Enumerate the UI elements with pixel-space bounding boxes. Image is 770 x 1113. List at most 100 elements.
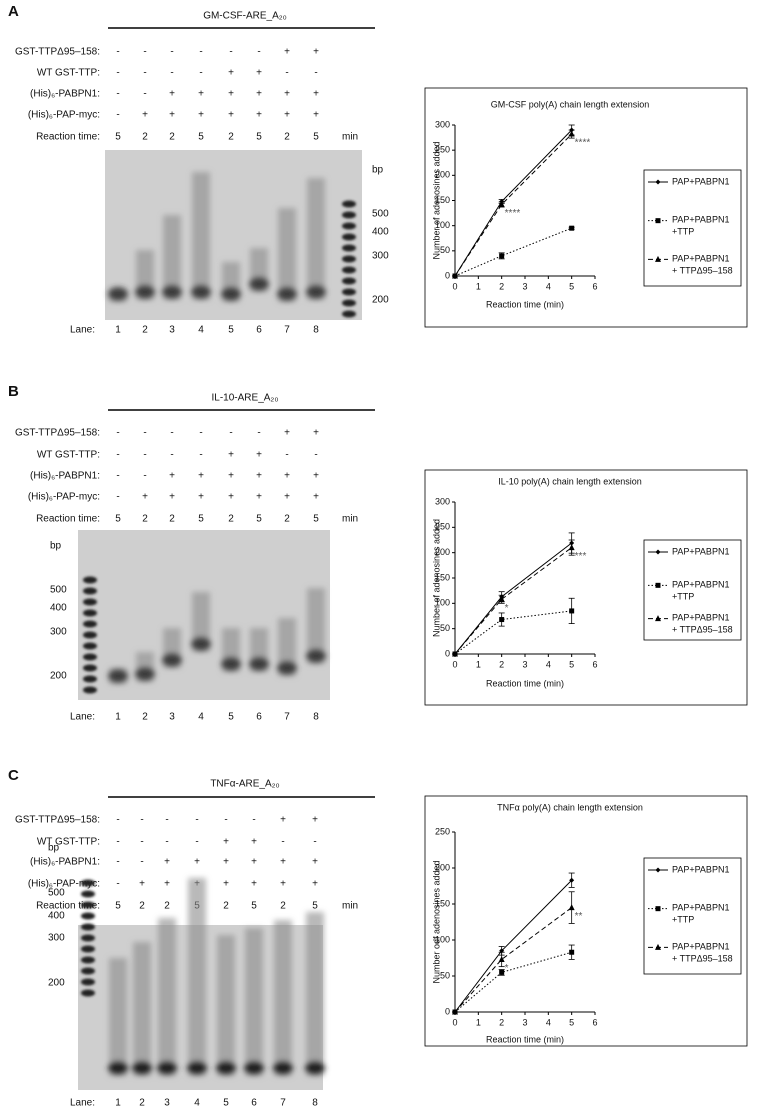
condition-cell: -: [116, 68, 119, 79]
y-axis-title: Number odf adenosines added: [431, 860, 441, 983]
x-tick-label: 3: [522, 659, 527, 669]
ladder-band: [83, 675, 97, 683]
lane-number: 4: [198, 325, 204, 336]
lane-number: 1: [115, 1098, 121, 1109]
condition-cell: -: [170, 68, 173, 79]
lane-number: 8: [313, 712, 319, 723]
time-label: Reaction time:: [36, 132, 100, 143]
x-tick-label: 4: [546, 281, 551, 291]
ladder-band: [81, 890, 95, 898]
gel-band: [249, 277, 269, 291]
gel-smear: [307, 178, 325, 300]
ladder-band: [81, 978, 95, 986]
time-value: 5: [198, 514, 204, 525]
x-tick-label: 0: [452, 281, 457, 291]
significance-label: *: [505, 963, 509, 974]
series-line: [454, 907, 572, 1013]
lane-number: 2: [139, 1098, 145, 1109]
x-tick-label: 4: [546, 659, 551, 669]
condition-cell: +: [284, 110, 290, 121]
chart: TNFα poly(A) chain length extension05010…: [424, 795, 748, 1047]
marker-label: 300: [48, 933, 65, 944]
bp-label: bp: [372, 165, 384, 176]
y-tick-label: 250: [435, 522, 450, 532]
condition-cell: +: [142, 110, 148, 121]
gel-smear: [163, 215, 181, 300]
condition-cell: +: [251, 857, 257, 868]
condition-cell: -: [143, 428, 146, 439]
condition-cell: -: [285, 450, 288, 461]
series-line: [454, 129, 573, 277]
condition-cell: -: [170, 47, 173, 58]
ladder-band: [342, 211, 356, 219]
condition-cell: +: [256, 471, 262, 482]
condition-cell: +: [228, 89, 234, 100]
legend-frame: [643, 857, 742, 975]
lane-number: 1: [115, 325, 121, 336]
condition-cell: +: [313, 110, 319, 121]
ladder-band: [83, 642, 97, 650]
marker-label: 400: [372, 227, 389, 238]
point: [452, 1008, 458, 1015]
time-value: 5: [312, 901, 318, 912]
series-line: [454, 547, 572, 655]
series-line: [454, 542, 572, 655]
panel-label: C: [8, 767, 19, 784]
ladder-band: [342, 233, 356, 241]
legend-frame: [643, 169, 742, 287]
condition-name: (His)₆-PAP-myc:: [28, 110, 100, 121]
condition-cell: -: [165, 837, 168, 848]
condition-cell: +: [164, 879, 170, 890]
gel-band: [135, 285, 155, 299]
condition-cell: -: [140, 815, 143, 826]
legend-label: PAP+PABPN1 + TTPΔ95–158: [672, 254, 733, 276]
gel-band: [132, 1063, 152, 1073]
condition-cell: -: [116, 47, 119, 58]
condition-cell: +: [142, 492, 148, 503]
condition-cell: +: [312, 815, 318, 826]
lane-number: 7: [284, 712, 290, 723]
y-tick-label: 100: [435, 598, 450, 608]
condition-name: WT GST-TTP:: [37, 450, 100, 461]
condition-cell: +: [313, 471, 319, 482]
legend-marker: [655, 906, 661, 912]
point: [569, 877, 575, 883]
condition-cell: +: [169, 492, 175, 503]
condition-cell: -: [143, 89, 146, 100]
y-tick-label: 0: [445, 270, 450, 280]
gel-smear: [217, 935, 235, 1076]
ladder-band: [81, 967, 95, 975]
time-value: 5: [251, 901, 257, 912]
condition-name: (His)₆-PAP-myc:: [28, 492, 100, 503]
condition-cell: +: [228, 68, 234, 79]
condition-cell: +: [256, 492, 262, 503]
condition-cell: +: [256, 68, 262, 79]
point: [569, 225, 575, 231]
lane-number: 7: [284, 325, 290, 336]
legend-marker: [655, 943, 661, 950]
ladder-band: [83, 609, 97, 617]
panel-label: A: [8, 3, 19, 20]
condition-name: (His)₆-PAP-myc:: [28, 879, 100, 890]
time-value: 2: [142, 514, 148, 525]
lane-number: 3: [169, 712, 175, 723]
condition-cell: +: [169, 471, 175, 482]
condition-cell: +: [198, 492, 204, 503]
time-label: Reaction time:: [36, 901, 100, 912]
x-tick-label: 1: [476, 1017, 481, 1027]
gel-smear: [274, 920, 292, 1076]
y-axis-title: Number of adenosines added: [431, 519, 441, 637]
ladder-band: [81, 901, 95, 909]
ladder: [81, 879, 95, 997]
lane-number: 6: [256, 325, 262, 336]
ladder-band: [81, 956, 95, 964]
condition-cell: -: [199, 450, 202, 461]
condition-cell: -: [116, 428, 119, 439]
gel-band: [157, 1063, 177, 1073]
gel-band: [306, 649, 326, 663]
legend-label: PAP+PABPN1: [672, 864, 729, 874]
condition-cell: +: [228, 471, 234, 482]
legend-marker: [655, 218, 661, 224]
time-value: 5: [256, 132, 262, 143]
